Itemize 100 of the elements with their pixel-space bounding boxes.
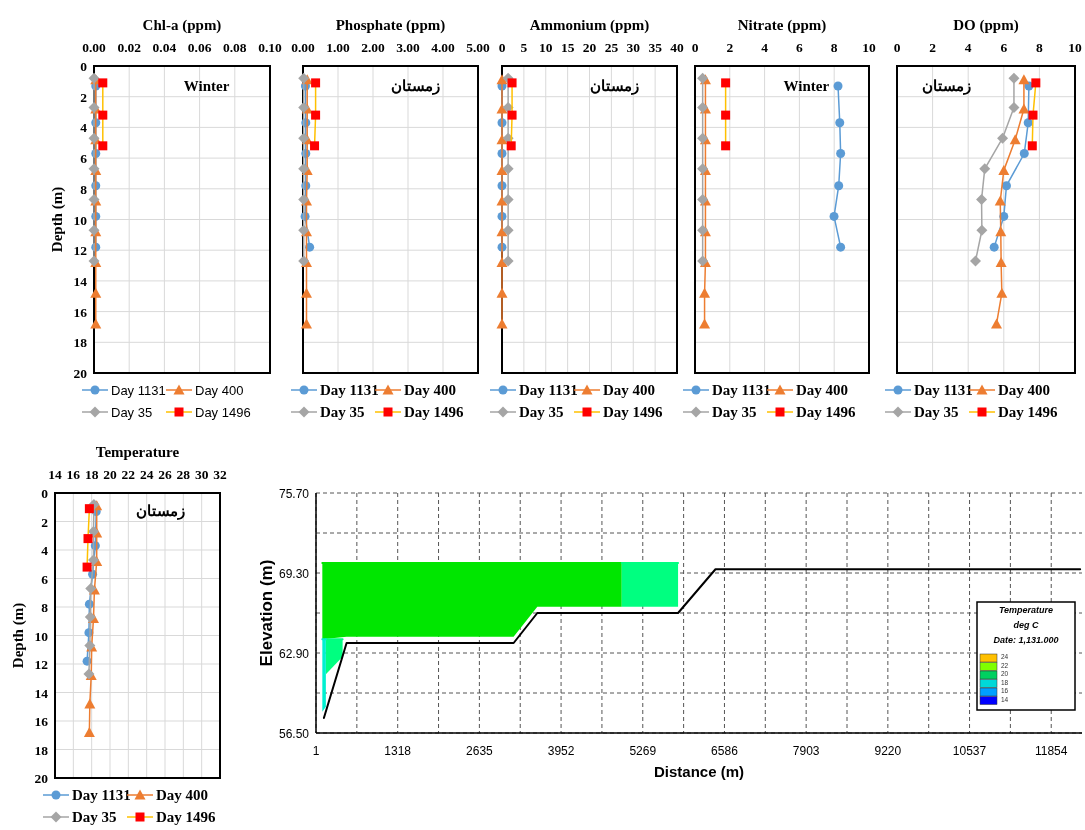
x-tick-label: 2 [726, 40, 734, 55]
annotation: زمستان [390, 77, 440, 95]
x-tick-label: 32 [213, 467, 227, 482]
x-tick-label: 10 [539, 40, 553, 55]
x-tick-label: 4 [761, 40, 769, 55]
x-tick-label: 25 [604, 40, 619, 55]
y-tick-label: 6 [80, 151, 88, 167]
x-axis-title: Distance (m) [653, 763, 745, 780]
x-tick-label: 1.00 [326, 40, 351, 55]
legend-label: Day 1496 [603, 404, 664, 420]
x-tick-label: 4 [964, 40, 972, 55]
x-tick-label: 3.00 [396, 40, 421, 55]
x-tick-label: 0.10 [258, 40, 283, 55]
legend-label: Day 35 [72, 809, 117, 825]
y-tick-label: 62.90 [278, 647, 310, 661]
y-tick-label: 10 [34, 628, 49, 644]
y-tick-label: 18 [73, 335, 88, 351]
x-tick-label: 0 [893, 40, 901, 55]
x-tick-label: 0 [691, 40, 699, 55]
x-tick-label: 22 [121, 467, 136, 482]
x-tick-label: 11854 [1034, 744, 1068, 758]
legend-label: Day 400 [796, 382, 849, 398]
annotation: زمستان [922, 77, 972, 95]
x-tick-label: 0.04 [152, 40, 177, 55]
x-tick-label: 2.00 [361, 40, 386, 55]
x-tick-label: 30 [194, 467, 209, 482]
x-tick-label: 6 [796, 40, 804, 55]
legend-label: Day 1131 [320, 382, 379, 398]
y-tick-label: 14 [73, 273, 88, 289]
y-tick-label: 4 [41, 543, 49, 558]
y-tick-label: 20 [34, 771, 49, 786]
x-tick-label: 0.00 [82, 40, 107, 55]
annotation: زمستان [589, 77, 639, 95]
legend-label: Day 35 [712, 404, 757, 420]
x-tick-label: 28 [176, 467, 191, 482]
y-tick-label: 20 [73, 366, 88, 381]
y-tick-label: 0 [41, 486, 49, 501]
legend-label: Day 1496 [195, 405, 251, 420]
legend-title: Temperature deg C Date: 1,131.000 [993, 605, 1059, 645]
legend-label: Day 1496 [998, 404, 1059, 420]
x-tick-label: 2635 [466, 744, 494, 758]
legend-label: Day 1496 [796, 404, 857, 420]
legend-label: Day 35 [111, 405, 153, 420]
x-tick-label: 30 [626, 40, 641, 55]
x-tick-label: 10 [1068, 40, 1082, 55]
x-tick-label: 0.08 [222, 40, 247, 55]
legend-label: Day 35 [914, 404, 959, 420]
x-tick-label: 0 [498, 40, 506, 55]
x-tick-label: 15 [560, 40, 575, 55]
legend-label: Day 400 [156, 787, 209, 803]
y-tick-label: 10 [73, 212, 88, 228]
x-tick-label: 0.02 [117, 40, 142, 55]
x-tick-label: 7903 [792, 744, 820, 758]
x-tick-label: 5 [520, 40, 528, 55]
legend-label: Day 1496 [404, 404, 465, 420]
x-tick-label: 0.06 [187, 40, 212, 55]
legend-label: Day 400 [998, 382, 1051, 398]
y-tick-label: 16 [34, 714, 49, 729]
legend-label: Day 400 [195, 383, 244, 398]
legend-label: Day 1131 [72, 787, 131, 803]
legend-label: Day 400 [603, 382, 656, 398]
x-tick-label: 10 [862, 40, 876, 55]
x-tick-label: 4.00 [431, 40, 456, 55]
y-tick-label: 4 [80, 120, 88, 136]
x-tick-label: 1 [312, 744, 320, 758]
y-axis-title: Depth (m) [10, 602, 27, 669]
x-tick-label: 1318 [384, 744, 412, 758]
y-tick-label: 8 [80, 181, 88, 197]
x-tick-label: 8 [1036, 40, 1044, 55]
legend-label: Day 1131 [712, 382, 771, 398]
y-axis-title: Depth (m) [49, 186, 66, 253]
legend-label: Day 1131 [111, 383, 166, 398]
x-tick-label: 20 [103, 467, 117, 482]
x-tick-label: 8 [830, 40, 838, 55]
y-tick-label: 8 [41, 600, 49, 615]
y-tick-label: 75.70 [278, 487, 310, 501]
y-tick-label: 56.50 [278, 727, 310, 741]
x-axis-title: Nitrate (ppm) [737, 17, 827, 34]
y-tick-label: 12 [73, 243, 88, 259]
x-tick-label: 20 [582, 40, 597, 55]
x-axis-title: Ammonium (ppm) [529, 17, 650, 34]
y-tick-label: 69.30 [278, 567, 310, 581]
x-tick-label: 40 [670, 40, 684, 55]
annotation: Winter [783, 77, 830, 94]
legend-label: Day 400 [404, 382, 457, 398]
y-tick-label: 0 [80, 59, 88, 74]
x-axis-title: Chl-a (ppm) [142, 17, 222, 34]
x-tick-label: 6 [1000, 40, 1008, 55]
x-tick-label: 9220 [874, 744, 902, 758]
x-tick-label: 26 [158, 467, 172, 482]
y-tick-label: 2 [80, 89, 88, 105]
y-axis-title: Elevation (m) [257, 559, 276, 667]
y-tick-label: 2 [41, 514, 49, 530]
x-tick-label: 2 [929, 40, 937, 55]
x-tick-label: 5269 [629, 744, 657, 758]
y-tick-label: 6 [41, 571, 49, 587]
legend-label: Day 35 [519, 404, 564, 420]
legend-label: Day 1131 [519, 382, 578, 398]
x-tick-label: 35 [648, 40, 663, 55]
x-axis-title: DO (ppm) [953, 17, 1019, 34]
